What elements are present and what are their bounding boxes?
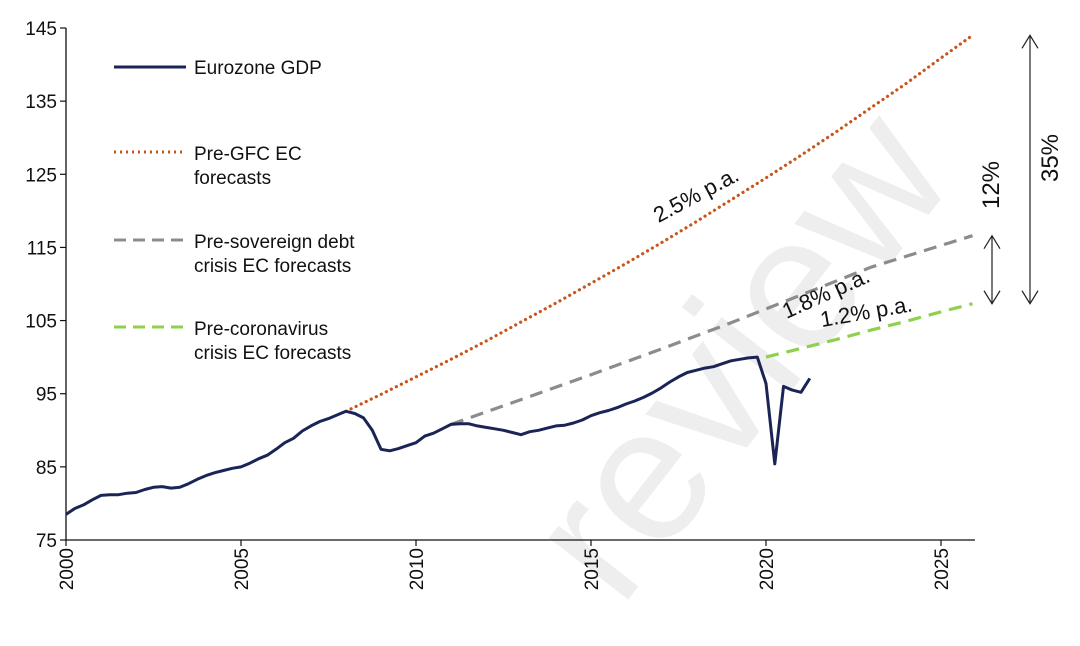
- legend-label-eurozone-gdp: Eurozone GDP: [194, 58, 322, 79]
- axes: [65, 28, 975, 541]
- gap-label-12: 12%: [978, 161, 1005, 209]
- plot-area: [65, 33, 975, 516]
- legend: Eurozone GDP Pre-GFC EC forecasts Pre-so…: [114, 58, 360, 364]
- y-tick-label-105: 105: [25, 312, 57, 333]
- legend-label-pre-gfc: Pre-GFC EC forecasts: [194, 144, 307, 189]
- legend-label-pre-gfc-line1: Pre-GFC EC: [194, 144, 302, 165]
- x-tick-label-2015: 2015: [582, 548, 603, 590]
- x-tick-label-2000: 2000: [57, 548, 78, 590]
- gap-arrow-12-head-top: [983, 234, 1001, 250]
- legend-item-pre-gfc: Pre-GFC EC forecasts: [114, 144, 307, 189]
- legend-item-eurozone-gdp: Eurozone GDP: [114, 58, 322, 79]
- legend-item-pre-sovereign: Pre-sovereign debt crisis EC forecasts: [114, 232, 360, 277]
- gap-arrow-12-head-bottom: [983, 290, 1001, 305]
- legend-label-pre-coronavirus: Pre-coronavirus crisis EC forecasts: [194, 319, 351, 364]
- y-tick-label-75: 75: [36, 531, 57, 552]
- y-tick-label-95: 95: [36, 385, 57, 406]
- x-tick-label-2005: 2005: [232, 548, 253, 590]
- y-ticks: 75 85 95 105 115 125 135 145: [25, 19, 66, 552]
- y-tick-label-85: 85: [36, 458, 57, 479]
- gap-arrow-35-head-bottom: [1021, 290, 1039, 305]
- gap-arrow-35-head-top: [1021, 34, 1039, 49]
- legend-label-pre-sovereign-line2: crisis EC forecasts: [194, 256, 351, 277]
- legend-label-pre-coronavirus-line1: Pre-coronavirus: [194, 319, 328, 340]
- x-tick-label-2020: 2020: [757, 548, 778, 590]
- watermark: review: [485, 71, 991, 635]
- y-tick-label-135: 135: [25, 92, 57, 113]
- gap-arrows: 12% 35%: [978, 34, 1064, 305]
- y-tick-label-125: 125: [25, 165, 57, 186]
- legend-label-pre-sovereign: Pre-sovereign debt crisis EC forecasts: [194, 232, 360, 277]
- series-line-pre-sovereign-debt-crisis-ec-forecasts: [450, 234, 973, 426]
- series-line-pre-gfc-ec-forecasts: [344, 33, 975, 413]
- series-line-pre-coronavirus-crisis-ec-forecasts: [765, 302, 973, 359]
- legend-label-pre-coronavirus-line2: crisis EC forecasts: [194, 343, 351, 364]
- legend-label-pre-sovereign-line1: Pre-sovereign debt: [194, 232, 355, 253]
- y-tick-label-115: 115: [27, 238, 57, 259]
- legend-label-pre-gfc-line2: forecasts: [194, 168, 271, 189]
- series-line-eurozone-gdp: [65, 355, 812, 516]
- gap-label-35: 35%: [1037, 134, 1064, 182]
- x-tick-label-2010: 2010: [407, 548, 428, 590]
- x-ticks: 2000 2005 2010 2015 2020 2025: [57, 540, 953, 590]
- x-tick-label-2025: 2025: [932, 548, 953, 590]
- y-tick-label-145: 145: [25, 19, 57, 40]
- legend-item-pre-coronavirus: Pre-coronavirus crisis EC forecasts: [114, 319, 351, 364]
